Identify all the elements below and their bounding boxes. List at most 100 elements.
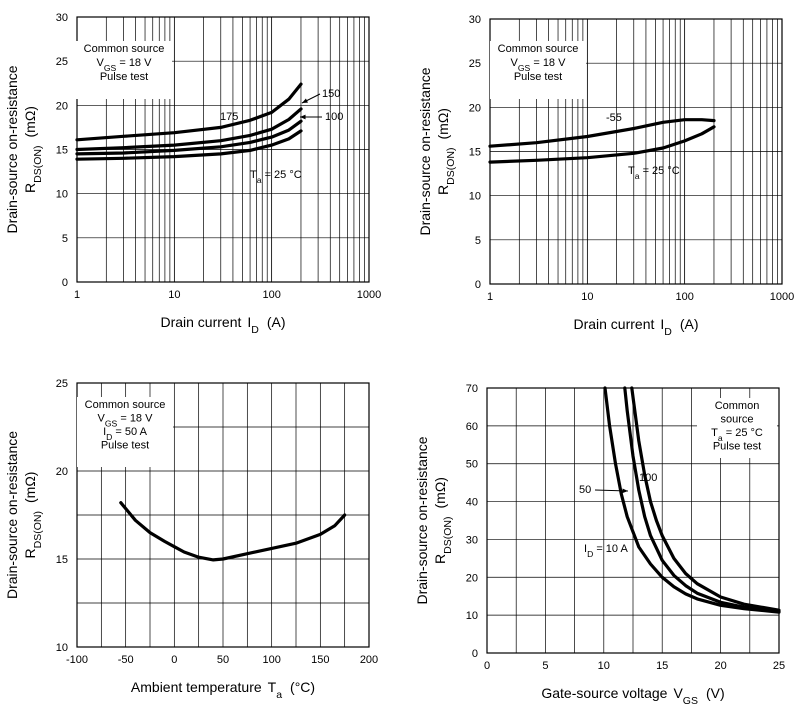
series-curve-3 bbox=[75, 119, 303, 156]
y-tick-label: 5 bbox=[62, 233, 68, 245]
y-axis-title-line1: Drain-source on-resistance bbox=[417, 67, 433, 235]
y-tick-label: 60 bbox=[466, 421, 478, 433]
conditions-line: Common source bbox=[84, 43, 165, 55]
y-tick-label: 10 bbox=[469, 191, 481, 203]
y-tick-label: 25 bbox=[56, 378, 68, 390]
y-tick-label: 10 bbox=[466, 610, 478, 622]
label-arrow-head bbox=[302, 98, 308, 103]
label-arrow-head bbox=[300, 114, 306, 120]
series-curve-1 bbox=[119, 501, 347, 562]
y-axis-title-line1: Drain-source on-resistance bbox=[4, 65, 20, 233]
series-label: 175 bbox=[220, 111, 238, 123]
x-tick-label: 10 bbox=[581, 291, 593, 303]
x-axis-title: Drain current ID (A) bbox=[160, 314, 285, 336]
y-tick-label: 30 bbox=[56, 12, 68, 24]
series-label: Ta = 25 °C bbox=[250, 169, 302, 185]
y-axis-title-line1: Drain-source on-resistance bbox=[414, 436, 430, 604]
conditions-line: source bbox=[720, 414, 753, 426]
y-tick-label: 5 bbox=[475, 235, 481, 247]
series-label: 100 bbox=[639, 472, 657, 484]
series-label: 150 bbox=[322, 88, 340, 100]
x-tick-label: 25 bbox=[773, 660, 785, 672]
y-tick-label: 0 bbox=[475, 279, 481, 291]
series-label: ID = 10 A bbox=[584, 543, 628, 559]
conditions-line: Common bbox=[715, 400, 760, 412]
y-tick-label: 20 bbox=[56, 466, 68, 478]
y-tick-label: 30 bbox=[466, 534, 478, 546]
x-tick-label: 5 bbox=[542, 660, 548, 672]
x-tick-label: 100 bbox=[262, 654, 280, 666]
y-tick-label: 10 bbox=[56, 189, 68, 201]
x-tick-label: -50 bbox=[118, 654, 134, 666]
series-curve-2 bbox=[488, 125, 716, 164]
series-label: Ta = 25 °C bbox=[628, 165, 680, 181]
y-axis-title-line2: RDS(ON)(mΩ) bbox=[432, 477, 454, 564]
y-axis-title: Drain-source on-resistance RDS(ON)(mΩ) bbox=[4, 65, 44, 233]
x-tick-label: 150 bbox=[311, 654, 329, 666]
chart-4: 0 5 10 15 20 25 0 10 20 30 40 50 60 70 Gate-source vol… bbox=[414, 383, 785, 704]
x-tick-label: 20 bbox=[714, 660, 726, 672]
series-label: 100 bbox=[325, 111, 343, 123]
y-tick-label: 15 bbox=[56, 554, 68, 566]
x-tick-label: -100 bbox=[66, 654, 88, 666]
y-tick-label: 50 bbox=[466, 459, 478, 471]
y-tick-label: 20 bbox=[469, 102, 481, 114]
y-tick-label: 70 bbox=[466, 383, 478, 395]
x-tick-label: 1000 bbox=[770, 291, 794, 303]
series-curve-4 bbox=[75, 129, 303, 161]
conditions-line: VGS = 18 V bbox=[511, 57, 567, 73]
conditions-line: Common source bbox=[498, 43, 579, 55]
x-tick-label: 100 bbox=[675, 291, 693, 303]
series-curve-1 bbox=[75, 82, 303, 142]
x-tick-label: 1 bbox=[487, 291, 493, 303]
x-tick-label: 10 bbox=[598, 660, 610, 672]
y-tick-label: 20 bbox=[56, 100, 68, 112]
conditions-box bbox=[76, 41, 172, 99]
x-axis-title: Ambient temperature Ta (°C) bbox=[131, 679, 315, 701]
x-tick-label: 0 bbox=[171, 654, 177, 666]
series-curve-1 bbox=[603, 386, 781, 614]
series-label: -55 bbox=[606, 112, 622, 124]
y-axis-title-line1: Drain-source on-resistance bbox=[4, 431, 20, 599]
x-tick-label: 10 bbox=[168, 289, 180, 301]
chart-3: -100 -50 0 50 100 150 200 10 15 20 25 Ambient tempe… bbox=[4, 378, 378, 701]
series-curve-2 bbox=[623, 386, 781, 613]
conditions-box bbox=[490, 41, 586, 99]
conditions-line: Ta = 25 °C bbox=[711, 427, 763, 443]
y-tick-label: 0 bbox=[472, 648, 478, 660]
conditions-line: Pulse test bbox=[514, 71, 562, 83]
x-tick-label: 50 bbox=[217, 654, 229, 666]
y-axis-title-line2: RDS(ON)(mΩ) bbox=[22, 472, 44, 559]
conditions-line: Pulse test bbox=[100, 71, 148, 83]
chart-2: 1 10 100 1000 0 5 10 15 20 25 30 Drain current ID (A)… bbox=[417, 14, 794, 338]
x-tick-label: 15 bbox=[656, 660, 668, 672]
series-label: 50 bbox=[579, 484, 591, 496]
conditions-line: VGS = 18 V bbox=[97, 57, 153, 73]
x-axis-title: Drain current ID (A) bbox=[573, 316, 698, 338]
conditions-line: Common source bbox=[85, 399, 166, 411]
y-axis-title: Drain-source on-resistance RDS(ON)(mΩ) bbox=[4, 431, 44, 599]
series-curve-2 bbox=[75, 107, 303, 152]
plot-frame bbox=[76, 382, 370, 648]
y-axis-title-line2: RDS(ON)(mΩ) bbox=[22, 106, 44, 193]
x-axis-title: Gate-source voltage VGS (V) bbox=[541, 685, 724, 704]
label-arrow-head bbox=[622, 488, 628, 494]
y-tick-label: 25 bbox=[56, 56, 68, 68]
y-tick-label: 20 bbox=[466, 572, 478, 584]
conditions-line: Pulse test bbox=[101, 440, 149, 452]
y-tick-label: 0 bbox=[62, 277, 68, 289]
x-tick-label: 0 bbox=[484, 660, 490, 672]
y-axis-title: Drain-source on-resistance RDS(ON)(mΩ) bbox=[414, 436, 454, 604]
conditions-line: Pulse test bbox=[713, 441, 761, 453]
conditions-box bbox=[697, 398, 777, 458]
series-curve-1 bbox=[488, 118, 716, 148]
plot-frame bbox=[489, 18, 783, 285]
y-tick-label: 15 bbox=[56, 145, 68, 157]
conditions-line: VGS = 18 V bbox=[98, 413, 154, 429]
x-tick-label: 1000 bbox=[357, 289, 381, 301]
x-tick-label: 200 bbox=[360, 654, 378, 666]
conditions-box bbox=[77, 397, 173, 467]
conditions-line: ID = 50 A bbox=[103, 426, 147, 442]
series-curve-3 bbox=[630, 386, 781, 612]
